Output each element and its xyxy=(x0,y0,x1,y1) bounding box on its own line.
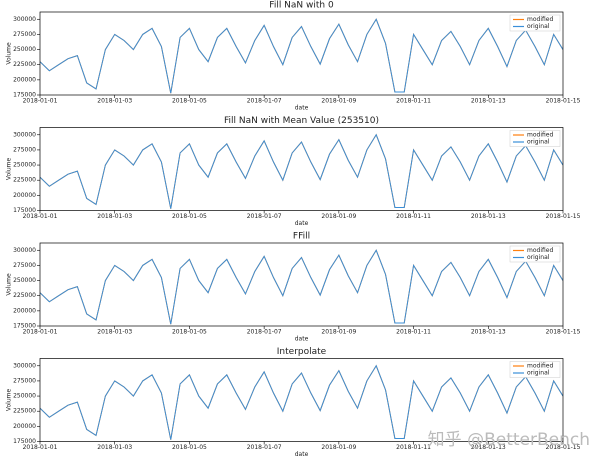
plot-area xyxy=(40,133,563,209)
x-tick-label: 2018-01-03 xyxy=(97,213,132,220)
x-tick-label: 2018-01-05 xyxy=(172,444,207,451)
series-line xyxy=(40,18,563,94)
subplot: Fill NaN with 0 175000 200000 225000 250000 2… xyxy=(6,1,581,112)
legend-label: modified xyxy=(527,363,553,370)
x-tick-label: 2018-01-07 xyxy=(247,444,282,451)
legend-label: original xyxy=(527,23,550,30)
x-tick-label: 2018-01-01 xyxy=(23,329,58,336)
series-line xyxy=(40,364,563,440)
x-tick-label: 2018-01-15 xyxy=(546,444,581,451)
series-line xyxy=(40,249,563,325)
y-axis-label: Volume xyxy=(6,389,13,412)
y-axis-label: Volume xyxy=(6,273,13,296)
legend-label: modified xyxy=(527,132,553,139)
x-tick-label: 2018-01-03 xyxy=(97,444,132,451)
y-tick-label: 275000 xyxy=(13,262,36,269)
x-tick-label: 2018-01-09 xyxy=(321,329,356,336)
x-tick-label: 2018-01-05 xyxy=(172,213,207,220)
x-axis-label: date xyxy=(295,220,309,227)
x-tick-label: 2018-01-09 xyxy=(321,444,356,451)
plot-area xyxy=(40,364,563,440)
x-tick-label: 2018-01-11 xyxy=(396,213,431,220)
x-axis-label: date xyxy=(295,451,309,458)
axes-frame xyxy=(39,11,564,96)
y-tick-label: 275000 xyxy=(13,146,36,153)
x-tick-label: 2018-01-03 xyxy=(97,329,132,336)
x-tick-label: 2018-01-01 xyxy=(23,98,58,105)
x-tick-label: 2018-01-01 xyxy=(23,444,58,451)
y-tick-label: 250000 xyxy=(13,46,36,53)
subplot: FFill 175000 200000 225000 250000 275000 30000… xyxy=(6,232,581,343)
y-tick-label: 200000 xyxy=(13,192,36,199)
series-line xyxy=(40,133,563,209)
x-axis-label: date xyxy=(295,105,309,112)
x-tick-label: 2018-01-01 xyxy=(23,213,58,220)
x-axis-label: date xyxy=(295,336,309,343)
x-tick-label: 2018-01-13 xyxy=(471,98,506,105)
x-tick-label: 2018-01-11 xyxy=(396,444,431,451)
x-tick-label: 2018-01-11 xyxy=(396,329,431,336)
y-tick-label: 225000 xyxy=(13,408,36,415)
y-axis-label: Volume xyxy=(6,158,13,181)
x-tick-label: 2018-01-13 xyxy=(471,329,506,336)
series-line xyxy=(40,364,563,440)
x-tick-label: 2018-01-07 xyxy=(247,213,282,220)
y-tick-label: 175000 xyxy=(13,323,36,330)
x-tick-label: 2018-01-13 xyxy=(471,213,506,220)
y-tick-label: 225000 xyxy=(13,292,36,299)
y-tick-label: 250000 xyxy=(13,162,36,169)
y-axis-label: Volume xyxy=(6,42,13,65)
axes-frame xyxy=(39,358,564,442)
y-tick-label: 200000 xyxy=(13,307,36,314)
x-tick-label: 2018-01-03 xyxy=(97,98,132,105)
chart-title: Fill NaN with Mean Value (253510) xyxy=(224,116,379,126)
y-tick-label: 275000 xyxy=(13,31,36,38)
legend-label: original xyxy=(527,254,550,261)
x-tick-label: 2018-01-15 xyxy=(546,329,581,336)
x-tick-label: 2018-01-15 xyxy=(546,213,581,220)
y-tick-label: 225000 xyxy=(13,177,36,184)
y-tick-label: 175000 xyxy=(13,438,36,445)
x-tick-label: 2018-01-07 xyxy=(247,98,282,105)
subplot: Fill NaN with Mean Value (253510)1750002… xyxy=(6,116,581,227)
y-tick-label: 300000 xyxy=(13,247,36,254)
subplot: Interpolate 175000 200000 225000 250000 27500… xyxy=(6,347,581,458)
x-tick-label: 2018-01-13 xyxy=(471,444,506,451)
x-tick-label: 2018-01-11 xyxy=(396,98,431,105)
legend-label: modified xyxy=(527,16,553,23)
y-tick-label: 300000 xyxy=(13,16,36,23)
axes-frame xyxy=(39,127,564,211)
x-tick-label: 2018-01-15 xyxy=(546,98,581,105)
y-tick-label: 200000 xyxy=(13,76,36,83)
y-tick-label: 300000 xyxy=(13,362,36,369)
chart-title: FFill xyxy=(293,232,310,242)
y-tick-label: 200000 xyxy=(13,423,36,430)
x-tick-label: 2018-01-09 xyxy=(321,213,356,220)
y-tick-label: 225000 xyxy=(13,61,36,68)
x-tick-label: 2018-01-09 xyxy=(321,98,356,105)
watermark: 知乎 @BetterBench xyxy=(428,430,590,450)
legend-label: original xyxy=(527,370,550,377)
plot-area xyxy=(40,18,563,94)
chart-title: Interpolate xyxy=(277,347,327,357)
series-line xyxy=(40,18,563,94)
x-tick-label: 2018-01-07 xyxy=(247,329,282,336)
y-tick-label: 175000 xyxy=(13,207,36,214)
x-tick-label: 2018-01-05 xyxy=(172,329,207,336)
legend-label: original xyxy=(527,139,550,146)
x-tick-label: 2018-01-05 xyxy=(172,98,207,105)
chart-title: Fill NaN with 0 xyxy=(269,1,334,11)
axes-frame xyxy=(39,242,564,327)
legend-label: modified xyxy=(527,247,553,254)
y-tick-label: 250000 xyxy=(13,393,36,400)
y-tick-label: 300000 xyxy=(13,131,36,138)
plot-area xyxy=(40,249,563,325)
y-tick-label: 275000 xyxy=(13,377,36,384)
series-line xyxy=(40,133,563,209)
y-tick-label: 250000 xyxy=(13,277,36,284)
y-tick-label: 175000 xyxy=(13,92,36,99)
series-line xyxy=(40,249,563,325)
